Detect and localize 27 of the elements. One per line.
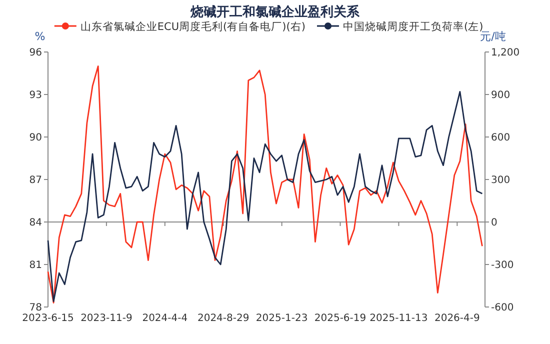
- x-tick-label: 2023-11-9: [80, 313, 132, 324]
- x-tick-label: 2025-11-13: [370, 313, 428, 324]
- x-tick-label: 2025-1-23: [256, 313, 308, 324]
- y-axis-title: %: [34, 30, 46, 43]
- chart-title: 烧碱开工和氯碱企业盈利关系: [190, 4, 360, 20]
- y2-tick-label: 600: [491, 132, 510, 144]
- y2-tick-label: -600: [491, 302, 514, 314]
- y2-tick-label: -300: [491, 260, 514, 271]
- x-tick-label: 2024-8-29: [197, 313, 250, 324]
- y2-axis-title: 元/吨: [480, 30, 506, 43]
- legend-label: 山东省氯碱企业ECU周度毛利(有自备电厂)(右): [80, 20, 306, 33]
- y2-tick-label: 300: [491, 175, 510, 186]
- y-tick-label: 81: [29, 260, 42, 271]
- y2-tick-label: 1,200: [491, 48, 520, 58]
- y-tick-label: 93: [29, 90, 42, 101]
- x-tick-label: 2024-4-4: [142, 313, 188, 324]
- y-tick-label: 78: [29, 302, 42, 314]
- x-tick-label: 2026-4-9: [434, 313, 480, 324]
- y-tick-label: 96: [29, 48, 42, 58]
- y2-tick-label: 0: [491, 218, 498, 228]
- y-tick-label: 84: [29, 218, 42, 228]
- x-tick-label: 2023-6-15: [22, 313, 74, 324]
- y-tick-label: 90: [29, 132, 42, 144]
- y-tick-label: 87: [29, 175, 42, 186]
- y2-tick-label: 900: [491, 90, 510, 101]
- x-tick-label: 2025-6-19: [314, 313, 366, 324]
- legend-label: 中国烧碱周度开工负荷率(左): [343, 20, 484, 33]
